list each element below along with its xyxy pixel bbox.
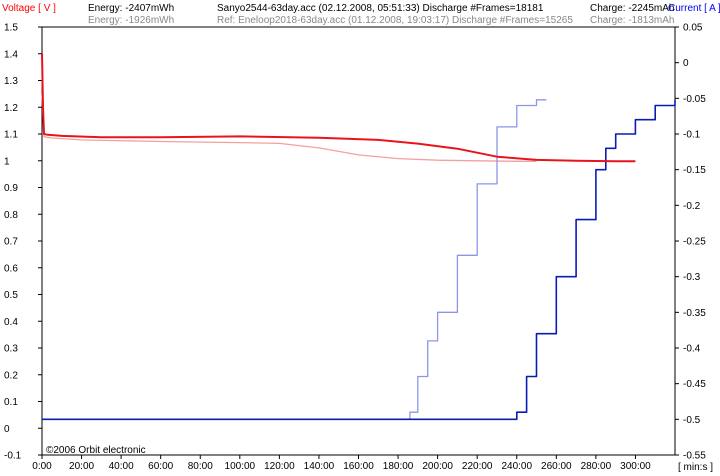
time-tick-label: 120:00	[264, 461, 295, 472]
voltage-tick-label: 1.2	[4, 103, 18, 114]
ref-charge-text: Charge: -1813mAh	[590, 15, 675, 26]
voltage-tick-label: 0.4	[4, 317, 18, 328]
voltage-tick-label: 0.7	[4, 237, 18, 248]
voltage-tick-label: 0.2	[4, 370, 18, 381]
time-tick-label: 20:00	[69, 461, 94, 472]
current-ticks: 0.05 0 -0.05 -0.1 -0.15 -0.2 -0.25 -0.3 -0.35 -0.…	[675, 23, 706, 462]
voltage-tick-label: 0.5	[4, 290, 18, 301]
time-tick-label: 260:00	[541, 461, 572, 472]
current-series-line	[42, 99, 547, 420]
current-tick-label: -0.2	[683, 201, 701, 212]
voltage-tick-label: -0.1	[4, 451, 22, 462]
voltage-tick-label: 0.9	[4, 183, 18, 194]
time-tick-label: 200:00	[422, 461, 453, 472]
voltage-tick-label: 1.3	[4, 76, 18, 87]
charge-text: Charge: -2245mAh	[590, 3, 675, 14]
time-tick-label: 0:00	[32, 461, 52, 472]
time-tick-label: 240:00	[501, 461, 532, 472]
voltage-tick-label: 1.5	[4, 23, 18, 34]
ref-file-info-text: Ref: Eneloop2018-63day.acc (01.12.2008, …	[217, 15, 573, 26]
time-tick-label: 80:00	[188, 461, 213, 472]
time-tick-label: 100:00	[225, 461, 256, 472]
time-ticks: 0:00 20:00 40:00 60:00 80:00 100:00 120:00 140:…	[32, 455, 651, 472]
series-lines	[41, 53, 676, 421]
time-tick-label: 300:00	[620, 461, 651, 472]
time-tick-label: 60:00	[148, 461, 173, 472]
voltage-tick-label: 0	[4, 424, 10, 435]
voltage-series-line	[41, 93, 537, 162]
energy-text: Energy: -2407mWh	[88, 3, 174, 14]
current-tick-label: -0.35	[683, 308, 706, 319]
time-tick-label: 160:00	[343, 461, 374, 472]
current-tick-label: -0.15	[683, 165, 706, 176]
voltage-tick-label: 0.1	[4, 397, 18, 408]
current-tick-label: -0.4	[683, 344, 701, 355]
voltage-tick-label: 1.1	[4, 130, 18, 141]
voltage-tick-label: 1	[4, 156, 10, 167]
current-tick-label: 0.05	[683, 23, 703, 34]
voltage-series-line	[41, 53, 636, 163]
time-tick-label: 140:00	[304, 461, 335, 472]
current-axis-label: Current [ A ]	[668, 3, 720, 14]
time-tick-label: 220:00	[462, 461, 493, 472]
current-tick-label: -0.3	[683, 272, 701, 283]
current-series-line	[42, 99, 676, 421]
ref-energy-text: Energy: -1926mWh	[88, 15, 174, 26]
time-tick-label: 180:00	[383, 461, 414, 472]
copyright-text: ©2006 Orbit electronic	[46, 445, 146, 456]
voltage-ticks: 1.5 1.4 1.3 1.2 1.1 1 0.9 0.8 0.7 0.6 0.5 0.4 0.3 0.2…	[4, 23, 42, 462]
voltage-tick-label: 0.6	[4, 263, 18, 274]
time-tick-label: 40:00	[109, 461, 134, 472]
file-info-text: Sanyo2544-63day.acc (02.12.2008, 05:51:3…	[217, 3, 544, 14]
current-tick-label: -0.55	[683, 451, 706, 462]
voltage-tick-label: 1.4	[4, 49, 18, 60]
current-tick-label: -0.45	[683, 379, 706, 390]
current-tick-label: -0.05	[683, 94, 706, 105]
current-tick-label: 0	[683, 58, 689, 69]
voltage-axis-label: Voltage [ V ]	[2, 3, 56, 14]
voltage-tick-label: 0.8	[4, 210, 18, 221]
current-tick-label: -0.25	[683, 237, 706, 248]
current-tick-label: -0.5	[683, 415, 701, 426]
voltage-tick-label: 0.3	[4, 344, 18, 355]
x-unit-label: [ min:s ]	[678, 462, 713, 473]
time-tick-label: 280:00	[581, 461, 612, 472]
current-tick-label: -0.1	[683, 130, 701, 141]
